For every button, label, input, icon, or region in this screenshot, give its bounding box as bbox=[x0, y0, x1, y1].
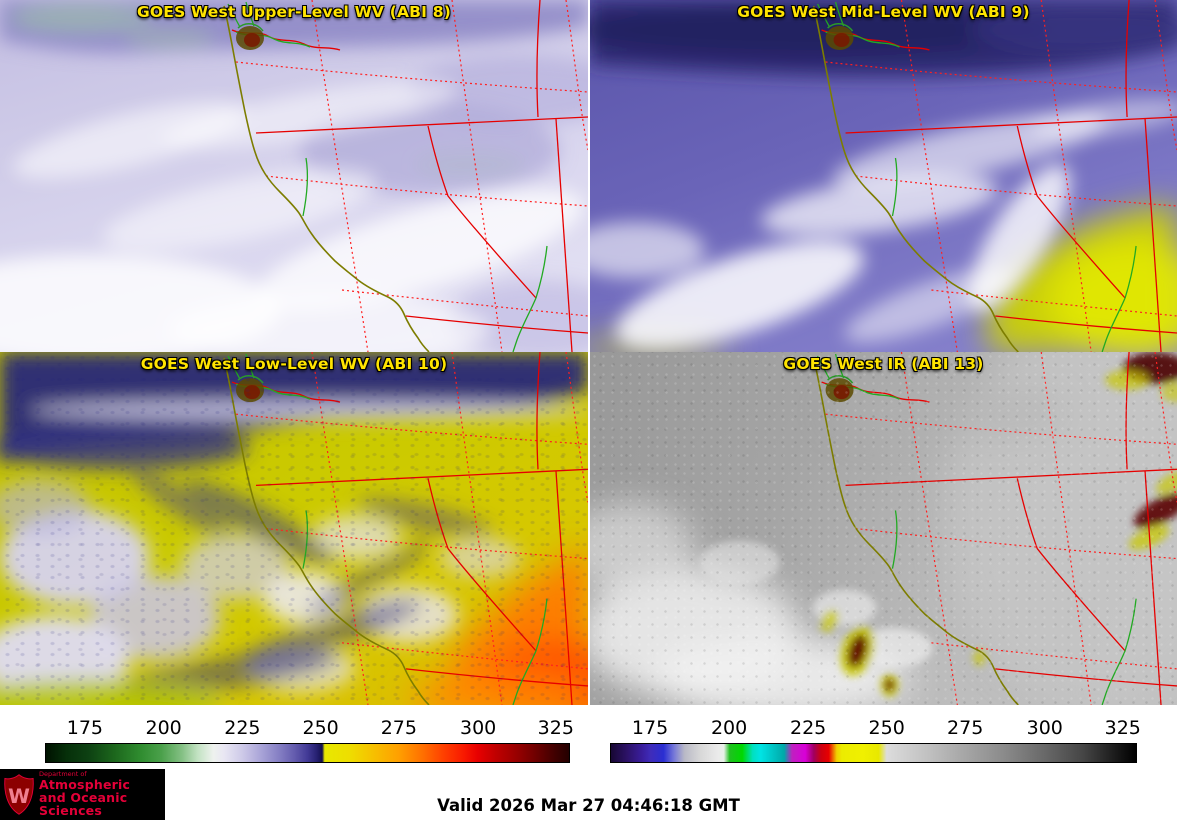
logo-line-1: Atmospheric bbox=[39, 777, 131, 793]
satellite-panel-grid: GOES West Upper-Level WV (ABI 8) bbox=[0, 0, 1177, 705]
tick-label: 325 bbox=[1104, 717, 1141, 739]
colorbar-wv: 175 200 225 250 275 300 325 bbox=[0, 717, 588, 769]
ir-image bbox=[590, 352, 1177, 705]
logo-text: Department of Atmospheric and Oceanic Sc… bbox=[39, 770, 165, 819]
panel-low-level-wv: GOES West Low-Level WV (ABI 10) bbox=[0, 352, 588, 705]
colorbar-ir-ticks: 175 200 225 250 275 300 325 bbox=[610, 717, 1141, 743]
tick-label: 175 bbox=[631, 717, 669, 739]
mid-level-wv-image bbox=[590, 0, 1177, 352]
tick-label: 300 bbox=[1026, 717, 1063, 739]
tick-label: 275 bbox=[380, 717, 417, 739]
panel-title-mid-wv: GOES West Mid-Level WV (ABI 9) bbox=[737, 3, 1030, 21]
tick-label: 275 bbox=[947, 717, 984, 739]
valid-time: Valid 2026 Mar 27 04:46:18 GMT bbox=[437, 796, 740, 815]
tick-label: 175 bbox=[66, 717, 104, 739]
colorbar-row: 175 200 225 250 275 300 325 175 200 225 … bbox=[0, 705, 1177, 769]
tick-label: 200 bbox=[145, 717, 182, 739]
panel-title-low-wv: GOES West Low-Level WV (ABI 10) bbox=[140, 355, 448, 373]
upper-level-wv-image bbox=[0, 0, 588, 352]
colorbar-ir-gradient bbox=[610, 743, 1137, 763]
tick-label: 250 bbox=[868, 717, 905, 739]
panel-title-upper-wv: GOES West Upper-Level WV (ABI 8) bbox=[136, 3, 452, 21]
crest-letter: W bbox=[8, 785, 30, 808]
tick-label: 300 bbox=[459, 717, 497, 739]
logo-dept-line: Department of bbox=[39, 770, 87, 779]
colorbar-wv-ticks: 175 200 225 250 275 300 325 bbox=[45, 717, 574, 743]
panel-upper-level-wv: GOES West Upper-Level WV (ABI 8) bbox=[0, 0, 588, 352]
colorbar-wv-gradient bbox=[45, 743, 570, 763]
panel-ir: GOES West IR (ABI 13) bbox=[590, 352, 1177, 705]
panel-mid-level-wv: GOES West Mid-Level WV (ABI 9) bbox=[590, 0, 1177, 352]
tick-label: 225 bbox=[790, 717, 827, 739]
aos-logo: W Department of Atmospheric and Oceanic … bbox=[0, 769, 165, 820]
tick-label: 225 bbox=[224, 717, 261, 739]
tick-label: 250 bbox=[302, 717, 339, 739]
footer: W Department of Atmospheric and Oceanic … bbox=[0, 769, 1177, 820]
tick-label: 200 bbox=[710, 717, 748, 739]
logo-line-2: and Oceanic Sciences bbox=[39, 790, 128, 819]
tick-label: 325 bbox=[537, 717, 574, 739]
uw-crest-icon: W bbox=[4, 774, 34, 815]
low-level-wv-image bbox=[0, 352, 588, 705]
colorbar-ir: 175 200 225 250 275 300 325 bbox=[590, 717, 1177, 769]
panel-title-ir: GOES West IR (ABI 13) bbox=[783, 355, 984, 373]
